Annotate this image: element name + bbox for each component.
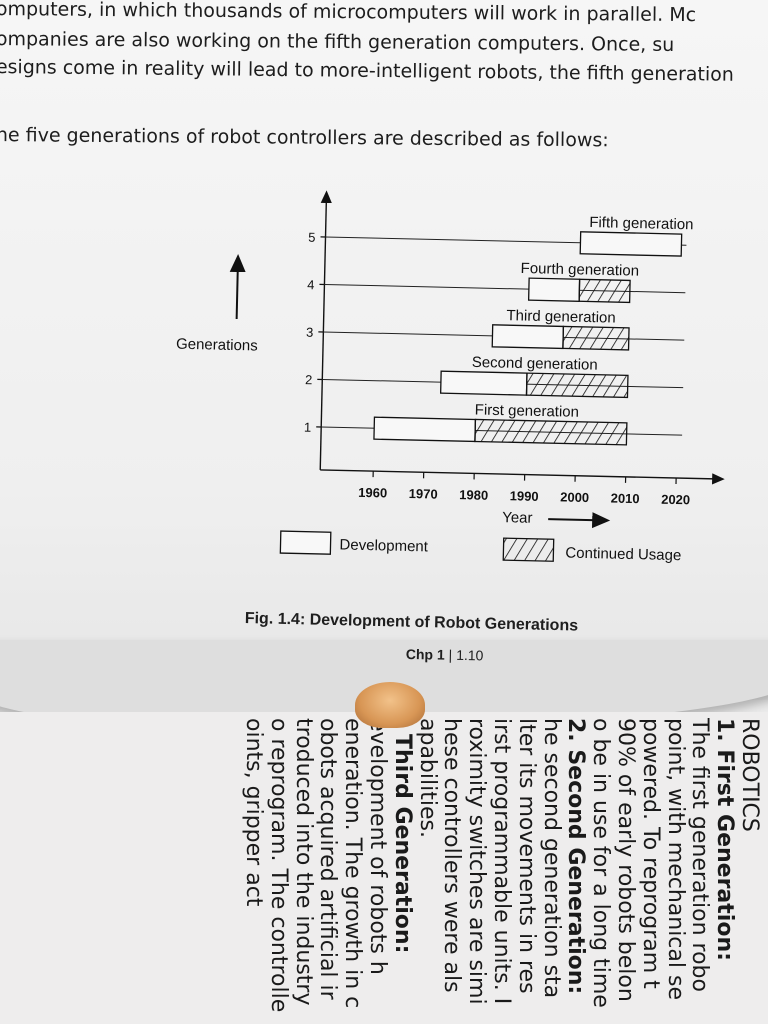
rotated-text-block: ROBOTICS 1. First Generation: The first ge… (0, 712, 768, 1024)
x-axis-title: Year (502, 509, 533, 527)
book-page-top (0, 0, 768, 700)
generation-label: First generation (475, 401, 580, 420)
continued-usage-bar (578, 278, 631, 304)
legend-usage-swatch (502, 537, 555, 562)
section-heading: 1. First Generation: (712, 718, 738, 961)
y-tick-label: 2 (305, 372, 313, 387)
body-text-line: he second generation sta (538, 718, 564, 999)
development-bar (527, 277, 581, 302)
robot-generations-chart: 1960 1970 1980 1990 2000 2010 2020 1 2 3 4 5 First g… (176, 190, 725, 565)
legend-development-label: Development (339, 536, 429, 555)
body-text-line: oints, gripper act (241, 718, 266, 907)
page-separator: | (444, 646, 457, 663)
x-tick-label: 1960 (358, 485, 387, 501)
generation-label: Second generation (472, 354, 598, 374)
body-text-line: The first generation robo (687, 718, 713, 992)
body-text-line: 90% of early robots belon (613, 718, 638, 1002)
continued-usage-bar (562, 325, 630, 351)
x-direction-arrow (548, 512, 611, 529)
x-tick-label: 2010 (611, 491, 640, 507)
x-tick-label: 2000 (560, 489, 589, 505)
y-tick-label: 1 (304, 420, 312, 435)
section-heading: 2. Second Generation: (563, 718, 589, 995)
rotated-book-page: ROBOTICS 1. First Generation: The first ge… (0, 712, 768, 1024)
body-text-line: eneration. The growth in c (340, 718, 366, 1009)
x-tick-label: 2020 (661, 492, 690, 508)
page-value: 1.10 (456, 646, 484, 664)
y-axis-line (319, 190, 332, 470)
y-direction-arrow (229, 254, 246, 320)
body-text-line: troduced into the industry (290, 718, 316, 1006)
body-text-line: obots acquired artificial ir (315, 718, 341, 1000)
page-number: Chp 1 | 1.10 (406, 646, 484, 663)
continued-usage-bar (474, 418, 628, 446)
body-text-line: hese controllers were als (439, 718, 465, 993)
body-text-line: lter its movements in res (513, 718, 539, 994)
x-tick-label: 1980 (459, 487, 488, 503)
generation-label: Third generation (506, 307, 616, 326)
generation-label: Fourth generation (520, 260, 639, 280)
x-axis-line (320, 469, 725, 485)
body-text-line: roximity switches are simi (464, 718, 490, 1005)
legend-usage-label: Continued Usage (565, 545, 681, 565)
y-axis-title: Generations (176, 336, 258, 355)
y-tick-label: 5 (308, 230, 316, 245)
development-bar (579, 231, 683, 257)
development-bar (373, 416, 477, 443)
level-guide-line (324, 284, 686, 294)
body-text-line: ROBOTICS (737, 718, 762, 832)
x-tick-label: 1970 (409, 486, 438, 502)
x-tick-label: 1990 (510, 488, 539, 504)
development-bar (491, 324, 565, 350)
body-text-line: evelopment of robots h (365, 718, 390, 975)
development-bar (439, 370, 528, 396)
legend-development-swatch (279, 530, 332, 555)
thumb (355, 682, 425, 728)
body-text-line: point, with mechanical se (662, 718, 688, 1000)
body-text-line: powered. To reprogram t (637, 718, 663, 989)
continued-usage-bar (525, 372, 629, 399)
y-tick-label: 4 (307, 277, 315, 292)
generation-label: Fifth generation (589, 214, 694, 233)
y-tick-label: 3 (306, 325, 314, 340)
body-text-line: apabilities. (414, 718, 440, 838)
body-text-line: o be in use for a long time (588, 718, 614, 1008)
section-heading: . Third Generation: (389, 718, 415, 954)
body-text-line: irst programmable units. I (489, 718, 514, 1005)
body-text-line: o reprogram. The controlle (265, 718, 291, 1013)
chapter-label: Chp 1 (405, 646, 445, 663)
